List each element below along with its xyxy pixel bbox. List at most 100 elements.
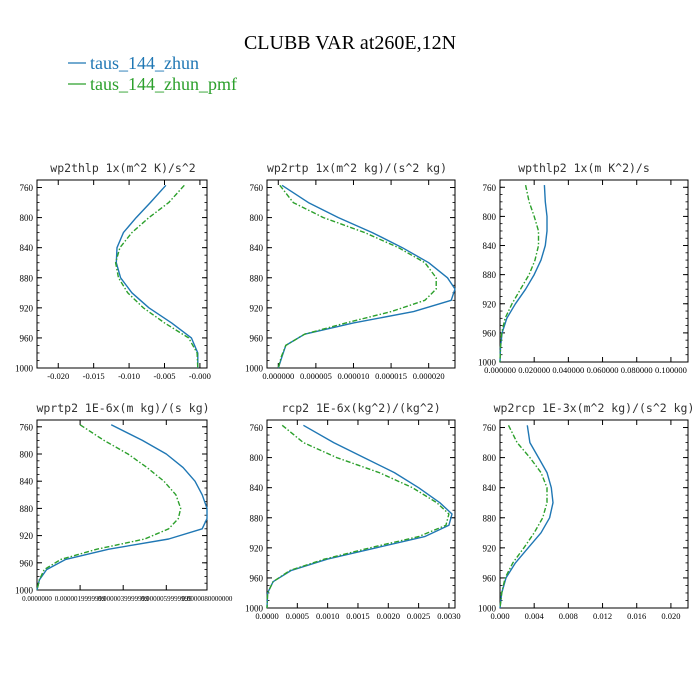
legend-label-1: taus_144_zhun	[90, 53, 199, 73]
x-tick-label: 0.0010	[316, 611, 339, 621]
y-tick-label: 960	[483, 573, 497, 583]
series-line-taus-144-zhun-pmf	[499, 424, 548, 609]
y-tick-label: 1000	[15, 586, 34, 596]
panel-4: wprtp2 1E-6x(m kg)/(s kg)760 800 840 880 920…	[15, 401, 233, 603]
y-tick-label: 920	[250, 543, 264, 553]
y-tick-label: 880	[250, 273, 264, 283]
chart-panels: wp2thlp 1x(m^2 K)/s^2 760 800 840 880 920 960 1…	[15, 161, 694, 621]
x-tick-label: 0.008	[559, 611, 578, 621]
x-tick-label: -0.020	[47, 371, 69, 381]
y-tick-label: 840	[483, 241, 497, 251]
x-tick-label: -0.010	[118, 371, 140, 381]
x-tick-label: -0.015	[83, 371, 105, 381]
figure-title: CLUBB VAR at260E,12N	[244, 32, 456, 54]
y-tick-label: 880	[250, 513, 264, 523]
y-tick-label: 840	[20, 477, 34, 487]
y-tick-label: 1000	[15, 364, 34, 374]
y-tick-label: 800	[250, 453, 264, 463]
y-tick-label: 760	[250, 423, 264, 433]
x-tick-label: 0.004	[525, 611, 545, 621]
x-tick-label: 0.040000	[552, 365, 584, 375]
panel-3: wpthlp2 1x(m K^2)/s 760 800 840 880 920 960 100…	[478, 161, 689, 375]
y-tick-label: 800	[20, 213, 34, 223]
x-tick-label: 0.012	[593, 611, 612, 621]
y-tick-label: 960	[483, 328, 497, 338]
x-tick-label: 0.0000000	[22, 595, 52, 603]
y-tick-label: 840	[483, 483, 497, 493]
y-tick-label: 760	[483, 183, 497, 193]
x-tick-label: 0.100000	[655, 365, 687, 375]
y-tick-label: 760	[250, 183, 264, 193]
panel-5: rcp2 1E-6x(kg^2)/(kg^2) 760 800 840 880 920 96…	[245, 401, 461, 621]
y-tick-label: 920	[250, 303, 264, 313]
plot-frame	[266, 179, 456, 369]
panel-2: wp2rtp 1x(m^2 kg)/(s^2 kg)760 800 840 880 92…	[245, 161, 456, 381]
panel-title: rcp2 1E-6x(kg^2)/(kg^2)	[281, 401, 440, 415]
y-tick-label: 960	[250, 333, 264, 343]
x-tick-label: 0.0020	[377, 611, 400, 621]
y-tick-label: 1000	[478, 358, 497, 368]
panel-title: wpthlp2 1x(m K^2)/s	[518, 161, 650, 175]
legend-label-2: taus_144_zhun_pmf	[90, 74, 237, 94]
x-tick-label: 0.000	[490, 611, 509, 621]
series-line-taus-144-zhun	[277, 184, 456, 369]
plot-frame	[36, 179, 208, 369]
series-line-taus-144-zhun-pmf	[277, 184, 437, 369]
panel-6: wp2rcp 1E-3x(m^2 kg)/(s^2 kg) 760 800 840 88…	[478, 401, 694, 621]
series-line-taus-144-zhun-pmf	[114, 184, 199, 369]
x-tick-label: 0.0015	[346, 611, 369, 621]
y-tick-label: 880	[20, 273, 34, 283]
series-line-taus-144-zhun-pmf	[266, 424, 450, 609]
y-tick-label: 920	[20, 303, 34, 313]
plot-frame	[266, 419, 456, 609]
y-tick-label: 880	[483, 270, 497, 280]
x-tick-label: 0.0030	[437, 611, 460, 621]
x-tick-label: 0.0005	[286, 611, 309, 621]
series-line-taus-144-zhun	[499, 185, 548, 363]
x-tick-label: 0.000010	[338, 371, 370, 381]
x-tick-label: 0.000015	[375, 371, 407, 381]
x-tick-label: 0.020	[661, 611, 680, 621]
y-tick-label: 800	[20, 450, 34, 460]
x-tick-label: 0.0000039999999	[98, 595, 149, 603]
x-tick-label: 0.080000	[621, 365, 653, 375]
x-tick-label: 0.0000080000000	[182, 595, 233, 603]
y-tick-label: 800	[483, 453, 497, 463]
plot-frame	[36, 419, 208, 591]
series-line-taus-144-zhun	[499, 425, 554, 609]
x-tick-label: 0.020000	[518, 365, 550, 375]
x-tick-label: 0.000020	[413, 371, 445, 381]
y-tick-label: 920	[483, 299, 497, 309]
series-line-taus-144-zhun	[36, 424, 208, 591]
x-tick-label: 0.060000	[587, 365, 619, 375]
x-tick-label: 0.000000	[262, 371, 294, 381]
y-tick-label: 840	[250, 243, 264, 253]
panel-title: wprtp2 1E-6x(m kg)/(s kg)	[36, 401, 209, 415]
x-tick-label: 0.0025	[407, 611, 430, 621]
series-line-taus-144-zhun-pmf	[36, 424, 182, 591]
figure-legend: taus_144_zhun taus_144_zhun_pmf	[68, 53, 237, 94]
x-tick-label: 0.016	[627, 611, 646, 621]
y-tick-label: 920	[483, 543, 497, 553]
x-tick-label: 0.0000059999999	[141, 595, 192, 603]
y-tick-label: 800	[483, 212, 497, 222]
y-tick-label: 760	[20, 422, 34, 432]
x-tick-label: 0.0000	[255, 611, 278, 621]
y-tick-label: 800	[250, 213, 264, 223]
y-tick-label: 1000	[478, 604, 497, 614]
y-tick-label: 960	[250, 573, 264, 583]
y-tick-label: 1000	[245, 364, 264, 374]
y-tick-label: 960	[20, 558, 34, 568]
panel-1: wp2thlp 1x(m^2 K)/s^2 760 800 840 880 920 960 1…	[15, 161, 211, 381]
x-tick-label: -0.005	[154, 371, 176, 381]
y-tick-label: 880	[20, 504, 34, 514]
y-tick-label: 920	[20, 531, 34, 541]
series-line-taus-144-zhun	[266, 424, 453, 609]
series-line-taus-144-zhun	[115, 184, 199, 368]
plot-frame	[499, 419, 689, 609]
y-tick-label: 880	[483, 513, 497, 523]
x-tick-label: 0.000005	[300, 371, 332, 381]
x-tick-label: 0.000000	[484, 365, 516, 375]
plot-frame	[499, 179, 689, 363]
